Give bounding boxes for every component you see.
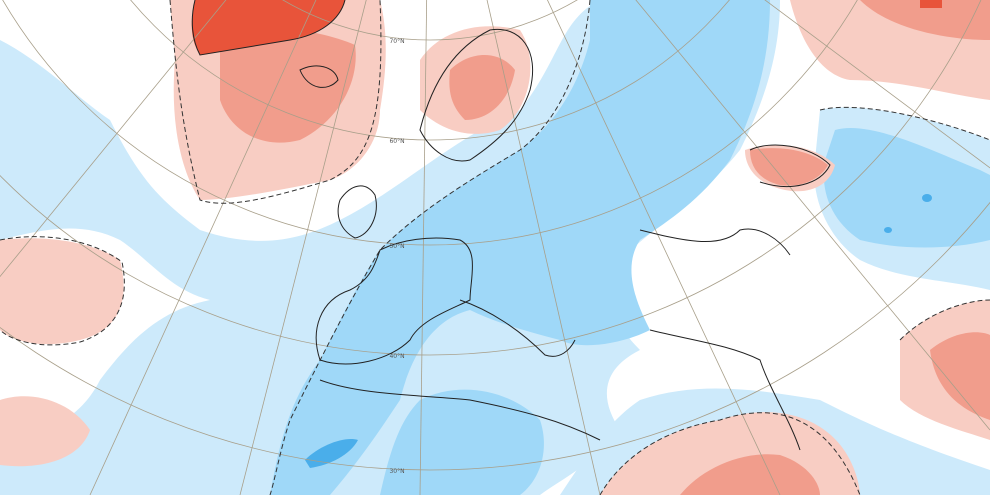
red-area [920,0,942,8]
coastline [319,379,601,441]
shade-region [922,194,932,202]
shade-region [823,128,990,248]
salmon-areas [220,0,990,495]
latitude-label: 30°N [389,468,404,475]
contour [169,0,382,204]
shade-region [750,148,828,186]
meridian [486,0,601,495]
parallel [0,0,982,356]
parallel [282,0,578,41]
contour [819,106,990,141]
meridian [419,0,428,495]
shade-region [220,28,356,143]
meridian [89,0,317,495]
coastline [315,237,473,365]
contour [899,299,990,341]
parallel [130,0,730,141]
shade-region [930,332,990,420]
latitude-label: 70°N [389,38,404,45]
parallel [2,0,858,246]
shade-region [0,396,90,467]
shade-region [449,55,515,120]
latitude-label: 50°N [389,243,404,250]
coastline [337,185,377,239]
contour [599,412,861,495]
latitude-label: 40°N [389,353,404,360]
coastline [299,65,339,88]
shade-region [0,100,24,190]
contour [269,0,591,495]
shade-region [0,238,124,345]
meridian [764,0,990,169]
coastline [749,144,831,188]
meridian [0,0,227,278]
coastline [191,0,346,56]
meridian [239,0,367,495]
contour [0,236,125,346]
latitude-label: 60°N [389,138,404,145]
meridian [635,0,990,431]
meridian [547,0,781,495]
coastlines [191,0,831,451]
medium-blue-areas [270,0,990,495]
coastline [459,299,576,357]
coastline [639,228,791,256]
shade-region [305,439,358,468]
shade-region [270,0,770,495]
shade-region [884,227,892,233]
dark-blue-areas [305,194,932,468]
shade-region [860,0,990,40]
coastline [419,28,534,162]
red-area [191,0,345,55]
graticule-labels: 70°N 60°N 50°N 40°N 30°N [389,38,404,475]
coastline [649,329,801,451]
parallel [0,201,990,471]
shade-region [680,454,820,495]
